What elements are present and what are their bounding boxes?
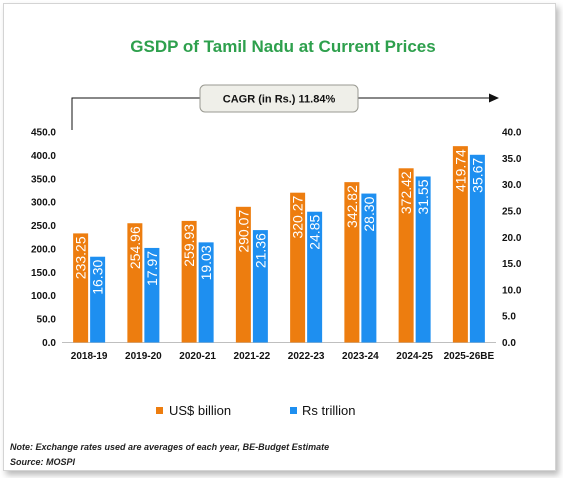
- y-axis-left: 0.0 50.0 100.0 150.0 200.0 250.0 300.0 350.0 400…: [31, 128, 56, 350]
- y-left-tick-label: 200.0: [31, 244, 56, 255]
- data-label-usd: 419.74: [452, 149, 468, 192]
- data-label-usd: 259.93: [181, 224, 197, 267]
- bar-usd: [181, 220, 197, 343]
- y-axis-right: 0.0 5.0 10.0 15.0 20.0 25.0 30.0 35.0 40.0: [502, 128, 522, 350]
- bar-inr: [469, 154, 485, 343]
- cagr-box: [199, 84, 359, 113]
- x-tick-label: 2021-22: [234, 351, 271, 362]
- data-label-usd: 342.82: [344, 185, 360, 228]
- y-left-tick-label: 400.0: [31, 151, 56, 162]
- bar-usd: [235, 206, 251, 343]
- y-right-tick-label: 0.0: [502, 338, 516, 349]
- x-tick-label: 2022-23: [288, 351, 325, 362]
- data-label-usd: 320.27: [290, 195, 306, 238]
- y-left-tick-label: 50.0: [37, 315, 57, 326]
- y-right-tick-label: 5.0: [502, 312, 516, 323]
- x-tick-label: 2019-20: [125, 351, 162, 362]
- data-label-usd: 372.42: [398, 171, 414, 214]
- y-right-tick-label: 25.0: [502, 206, 522, 217]
- bar-inr: [90, 256, 106, 343]
- y-left-tick-label: 150.0: [31, 268, 56, 279]
- data-label-inr: 24.85: [307, 215, 323, 250]
- data-label-inr: 35.67: [469, 158, 485, 193]
- bar-inr: [252, 230, 268, 343]
- bar-inr: [361, 193, 377, 343]
- bar-inr: [198, 242, 214, 343]
- data-label-usd: 290.07: [235, 210, 251, 253]
- bar-usd: [344, 182, 360, 343]
- y-right-tick-label: 15.0: [502, 259, 522, 270]
- chart-title: GSDP of Tamil Nadu at Current Prices: [130, 37, 435, 56]
- bar-usd: [290, 192, 306, 343]
- y-right-tick-label: 35.0: [502, 154, 522, 165]
- x-tick-label: 2024-25: [396, 351, 433, 362]
- x-tick-label: 2020-21: [179, 351, 216, 362]
- y-left-tick-label: 350.0: [31, 174, 56, 185]
- y-right-tick-label: 30.0: [502, 180, 522, 191]
- y-left-tick-label: 100.0: [31, 291, 56, 302]
- data-label-inr: 17.97: [144, 251, 160, 286]
- x-tick-label: 2018-19: [71, 351, 108, 362]
- data-label-inr: 31.55: [415, 179, 431, 214]
- bar-usd: [127, 223, 143, 343]
- legend-label-inr: Rs trillion: [302, 403, 355, 418]
- bar-inr: [415, 176, 431, 343]
- data-label-inr: 16.30: [90, 260, 106, 295]
- bar-usd: [452, 146, 468, 343]
- data-label-usd: 233.25: [73, 236, 89, 279]
- x-tick-label: 2023-24: [342, 351, 379, 362]
- source-note: Source: MOSPI: [10, 457, 76, 467]
- bar-inr: [307, 211, 323, 343]
- x-tick-label: 2025-26BE: [444, 351, 495, 362]
- cagr-label: CAGR (in Rs.) 11.84%: [223, 94, 336, 106]
- y-right-tick-label: 20.0: [502, 233, 522, 244]
- data-label-usd: 254.96: [127, 226, 143, 269]
- y-left-tick-label: 450.0: [31, 128, 56, 139]
- y-right-tick-label: 40.0: [502, 128, 522, 139]
- legend-swatch-usd: [156, 407, 163, 414]
- y-left-tick-label: 0.0: [42, 338, 56, 349]
- data-label-inr: 28.30: [361, 196, 377, 231]
- footnote: Note: Exchange rates used are averages o…: [10, 442, 330, 452]
- y-left-tick-label: 250.0: [31, 221, 56, 232]
- data-label-inr: 21.36: [252, 233, 268, 268]
- y-left-tick-label: 300.0: [31, 198, 56, 209]
- legend-swatch-inr: [290, 407, 297, 414]
- bar-usd: [73, 233, 89, 343]
- x-axis: 2018-19 2019-20 2020-21 2021-22 2022-23 2023-…: [71, 351, 495, 362]
- bar-inr: [144, 247, 160, 343]
- cagr-arrow-head-icon: [489, 93, 499, 103]
- legend-label-usd: US$ billion: [169, 403, 231, 418]
- y-right-tick-label: 10.0: [502, 285, 522, 296]
- bar-usd: [398, 168, 414, 343]
- data-label-inr: 19.03: [198, 245, 214, 280]
